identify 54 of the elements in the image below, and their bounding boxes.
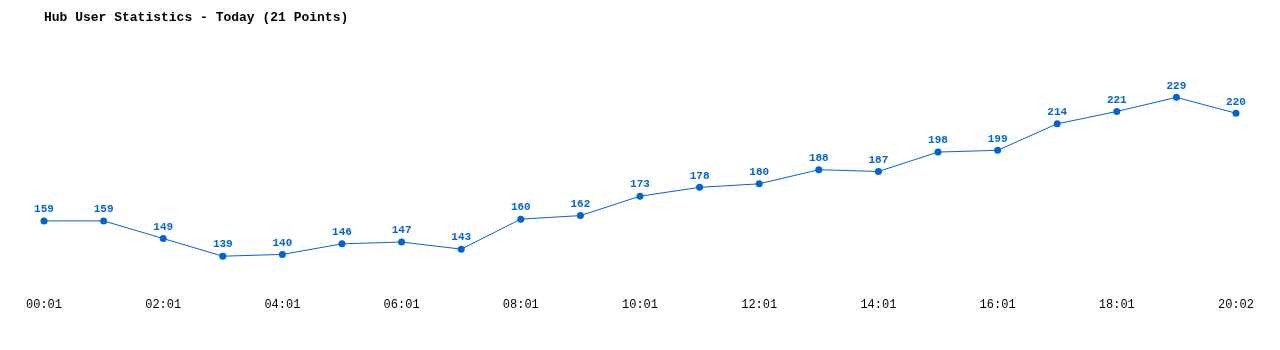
- data-label: 220: [1226, 95, 1246, 108]
- x-tick-label: 06:01: [383, 297, 420, 312]
- x-tick-label: 10:01: [621, 297, 659, 312]
- point: [100, 217, 108, 225]
- point: [338, 240, 346, 248]
- data-label: 188: [808, 151, 830, 164]
- data-label: 147: [391, 224, 412, 237]
- data-label: 146: [332, 226, 352, 239]
- point: [1172, 93, 1180, 101]
- point: [636, 192, 644, 200]
- x-tick-label: 02:01: [145, 297, 182, 312]
- x-tick-label: 08:01: [502, 297, 539, 312]
- point: [278, 250, 286, 258]
- data-label: 187: [868, 153, 889, 166]
- data-label: 199: [987, 132, 1008, 145]
- data-label: 160: [510, 201, 531, 214]
- point: [874, 167, 882, 175]
- x-tick-label: 00:01: [25, 297, 63, 312]
- data-label: 140: [272, 236, 293, 249]
- point: [1113, 107, 1121, 115]
- data-label: 149: [153, 220, 174, 233]
- point: [159, 235, 167, 243]
- point: [1232, 109, 1240, 117]
- point: [994, 146, 1002, 154]
- x-tick-label: 12:01: [741, 297, 778, 312]
- point: [1053, 120, 1061, 128]
- data-label: 214: [1047, 106, 1068, 119]
- point: [815, 166, 823, 174]
- data-label: 159: [34, 203, 54, 216]
- data-label: 139: [212, 238, 233, 251]
- data-label: 229: [1166, 79, 1187, 92]
- data-label: 178: [689, 169, 710, 182]
- x-tick-label: 20:02: [1217, 297, 1255, 312]
- data-label: 162: [570, 197, 591, 210]
- x-tick-label: 16:01: [979, 297, 1016, 312]
- point: [219, 252, 227, 260]
- point: [457, 245, 465, 253]
- point: [576, 212, 584, 220]
- chart-title: Hub User Statistics - Today (21 Points): [44, 10, 349, 26]
- data-label: 143: [451, 231, 472, 244]
- x-tick-label: 18:01: [1098, 297, 1135, 312]
- x-tick-label: 04:01: [264, 297, 301, 312]
- point: [755, 180, 763, 188]
- point: [517, 215, 525, 223]
- x-tick-label: 14:01: [860, 297, 897, 312]
- point: [696, 183, 704, 191]
- point: [398, 238, 406, 246]
- data-label: 198: [928, 134, 949, 147]
- data-label: 180: [749, 166, 770, 179]
- point: [934, 148, 942, 156]
- data-label: 159: [93, 203, 114, 216]
- data-label: 173: [630, 178, 651, 191]
- data-label: 221: [1106, 93, 1128, 106]
- point: [40, 217, 48, 225]
